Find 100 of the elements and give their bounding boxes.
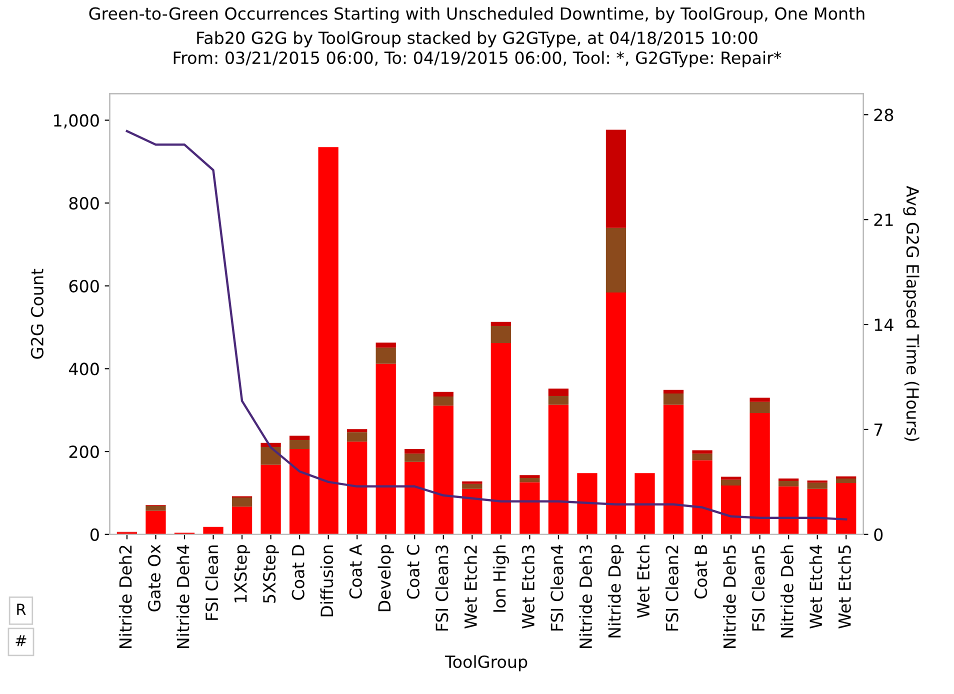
bar <box>778 486 799 534</box>
bar <box>289 436 310 440</box>
x-tick-label: Wet Etch5 <box>838 546 851 629</box>
bar <box>520 482 540 534</box>
chart-subtitle: Fab20 G2G by ToolGroup stacked by G2GType, at 04/18/2015 10:00 From: 03/21/2015 06:00, To: 04/19/2015 06:00, Tool: *, G2GType: Repair* <box>174 31 782 68</box>
x-tick-label: Wet Etch4 <box>809 545 822 629</box>
y-tick-label: 600 <box>69 280 99 292</box>
bar <box>260 446 281 465</box>
bar <box>720 480 742 486</box>
y2-tick-label: 28 <box>874 108 894 122</box>
x-tick-label: Wet Etch2 <box>464 546 477 629</box>
bar <box>376 342 396 348</box>
bar <box>606 292 626 534</box>
text: # <box>16 635 26 646</box>
y2-tick-label: 14 <box>874 318 894 331</box>
bar <box>692 460 712 534</box>
y-tick-label: 1,000 <box>54 114 99 128</box>
bar <box>289 449 310 534</box>
bar <box>462 488 482 534</box>
bar <box>720 486 742 534</box>
bar <box>663 394 684 405</box>
bar <box>404 454 425 462</box>
bar <box>663 390 684 394</box>
x-tick-label: Nitride Deh5 <box>722 546 736 648</box>
bar <box>634 473 655 534</box>
y-tick-label: 400 <box>68 362 99 376</box>
bar <box>347 429 368 432</box>
bar <box>462 481 482 484</box>
bar <box>260 464 281 534</box>
bar <box>462 484 482 489</box>
bar <box>146 506 166 511</box>
bar <box>203 526 224 534</box>
y-tick-label: 800 <box>69 196 99 210</box>
bar <box>548 396 569 405</box>
y-tick-label: 200 <box>69 446 99 458</box>
bar <box>376 348 396 364</box>
bar <box>548 388 569 396</box>
bar <box>232 506 252 534</box>
x-tick-label: Coat C <box>406 545 420 599</box>
bar <box>490 322 511 326</box>
chart-title: Green-to-Green Occurrences Starting with Unscheduled Downtime, by ToolGroup, One Month <box>89 6 864 24</box>
x-tick-label: Nitride Deh3 <box>579 545 592 648</box>
line-series <box>126 130 848 520</box>
bar <box>318 147 338 534</box>
y2-tick-label: 7 <box>874 424 882 436</box>
bar <box>433 406 454 534</box>
bar <box>577 473 598 534</box>
bar <box>606 228 626 292</box>
text: R <box>17 604 26 615</box>
y-axis-title: G2G Count <box>30 268 44 359</box>
x-tick-label: Nitride Deh <box>780 546 794 638</box>
bar <box>146 510 166 534</box>
x-tick-label: Coat B <box>694 545 708 598</box>
bar <box>750 413 770 534</box>
x-tick-label: FSI Clean <box>205 546 218 620</box>
bar <box>606 130 626 228</box>
bar <box>404 462 425 534</box>
bar <box>433 396 454 406</box>
bar <box>232 498 252 507</box>
bar <box>548 404 569 534</box>
x-tick-label: FSI Clean5 <box>752 546 765 630</box>
bar <box>750 398 770 402</box>
y-tick-label: 0 <box>90 528 99 541</box>
x-tick-label: Wet Etch3 <box>522 545 535 629</box>
x-tick-label: Nitride Deh4 <box>176 545 190 648</box>
x-tick-label: 1XStep <box>234 545 250 602</box>
bar <box>520 478 540 482</box>
bar <box>490 326 511 344</box>
x-tick-label: FSI Clean2 <box>665 546 678 630</box>
bar <box>347 442 368 534</box>
bar <box>289 440 310 450</box>
x-tick-label: FSI Clean4 <box>550 545 564 630</box>
bar <box>490 343 511 534</box>
bar <box>663 404 684 534</box>
bar <box>376 364 396 534</box>
x-tick-label: FSI Clean3 <box>435 545 448 630</box>
bar <box>778 480 799 486</box>
x-tick-label: 5XStep <box>263 545 279 603</box>
x-tick-label: Nitride Dep <box>608 545 624 638</box>
x-tick-label: Diffusion <box>320 546 334 616</box>
y2-tick-label: 21 <box>874 214 893 226</box>
y2-axis-title: Avg G2G Elapsed Time (Hours) <box>903 186 920 441</box>
bar <box>692 454 712 460</box>
bar <box>778 478 799 481</box>
bar <box>404 449 425 454</box>
bar <box>347 432 368 442</box>
bar <box>520 475 540 478</box>
x-tick-label: Wet Etch <box>636 546 650 618</box>
x-tick-label: Nitride Deh2 <box>118 546 132 648</box>
x-tick-label: Coat A <box>349 544 362 598</box>
x-tick-label: Gate Ox <box>148 544 161 612</box>
x-axis-title: ToolGroup <box>444 655 528 672</box>
y2-tick-label: 0 <box>874 528 883 541</box>
x-tick-label: Coat D <box>292 545 304 600</box>
bar <box>750 402 770 414</box>
bar <box>807 482 828 489</box>
bar <box>692 450 712 454</box>
x-tick-label: Ion High <box>492 546 509 612</box>
bar <box>807 488 828 534</box>
bar <box>836 483 856 534</box>
